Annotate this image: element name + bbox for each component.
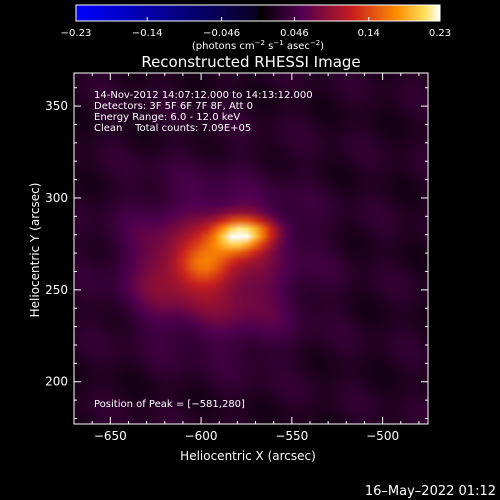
colorbar-tick-label: 0.23 [429, 28, 451, 39]
colorbar-tick-label: −0.046 [203, 28, 240, 39]
colorbar-tick-label: −0.14 [132, 28, 163, 39]
x-tick-label: −600 [185, 429, 218, 443]
annotation-detectors: Detectors: 3F 5F 6F 7F 8F, Att 0 [94, 101, 253, 112]
y-tick-label: 200 [45, 375, 68, 389]
y-axis-ticks: 200 250 300 350 [45, 87, 428, 419]
x-tick-label: −650 [94, 429, 127, 443]
colorbar-unit-label: (photons cm−2 s−1 asec−2) [192, 39, 324, 52]
colorbar-gradient [75, 4, 441, 22]
annotation-time-range: 14-Nov-2012 14:07:12.000 to 14:13:12.000 [94, 90, 313, 101]
y-tick-label: 250 [45, 283, 68, 297]
plot-frame [73, 72, 429, 425]
y-axis-label: Heliocentric Y (arcsec) [28, 183, 42, 318]
x-tick-label: −500 [366, 429, 399, 443]
annotation-energy-range: Energy Range: 6.0 - 12.0 keV [94, 112, 240, 123]
chart-title: Reconstructed RHESSI Image [141, 53, 360, 71]
y-tick-label: 350 [45, 99, 68, 113]
colorbar-tick-label: 0.046 [280, 28, 309, 39]
annotation-total-counts: Clean Total counts: 7.09E+05 [94, 123, 251, 134]
x-tick-label: −550 [275, 429, 308, 443]
y-tick-label: 300 [45, 191, 68, 205]
heatmap-raster [74, 73, 428, 424]
colorbar: −0.23 −0.14 −0.046 0.046 0.14 0.23 (photons c… [61, 4, 451, 52]
peak-position-label: Position of Peak = [−581,280] [94, 399, 245, 410]
colorbar-ticks: −0.23 −0.14 −0.046 0.046 0.14 0.23 [61, 17, 451, 39]
heatmap-image [74, 73, 428, 424]
render-timestamp: 16–May–2022 01:12 [365, 484, 496, 499]
observation-annotations: 14-Nov-2012 14:07:12.000 to 14:13:12.000… [94, 90, 313, 134]
colorbar-tick-label: −0.23 [61, 28, 92, 39]
x-axis-ticks: −650 −600 −550 −500 [73, 73, 420, 443]
x-axis-label: Heliocentric X (arcsec) [180, 449, 316, 463]
colorbar-tick-label: 0.14 [358, 28, 380, 39]
